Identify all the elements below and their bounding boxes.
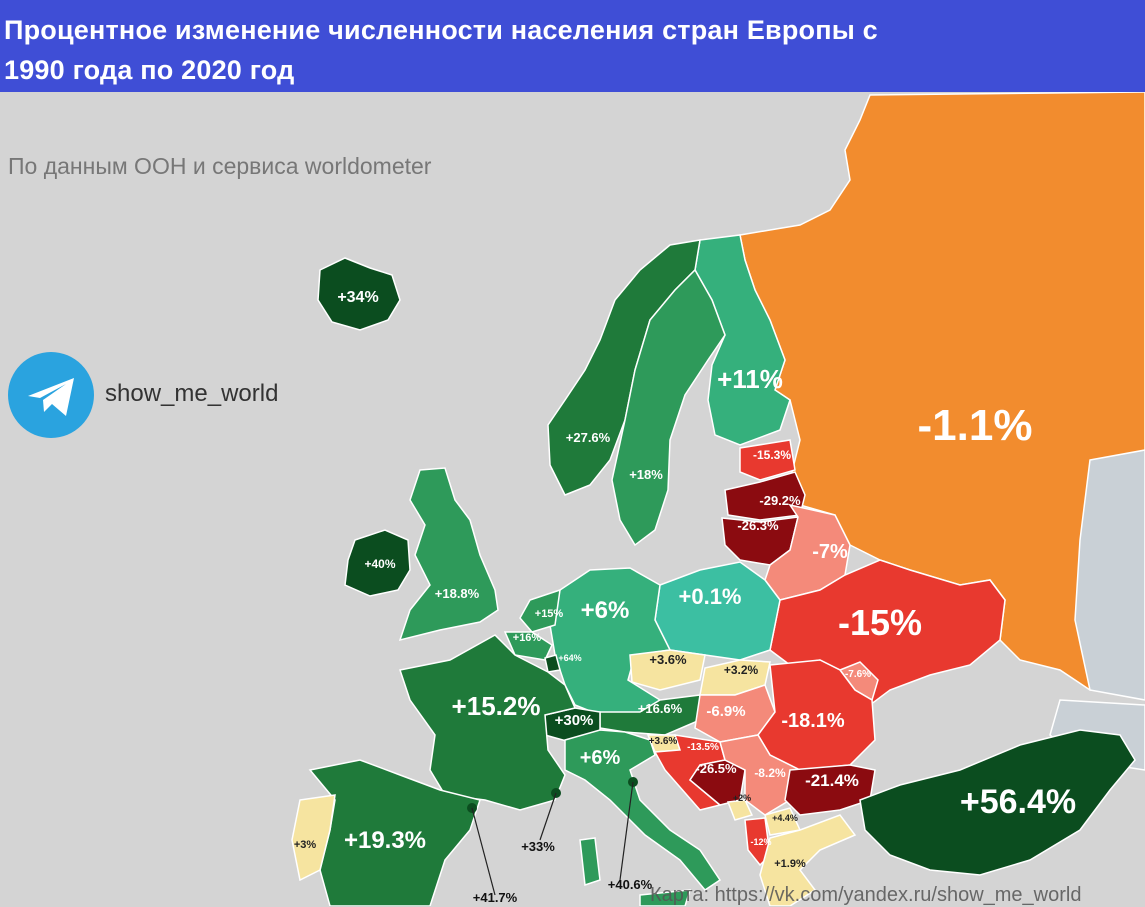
region-france: [399, 634, 577, 811]
region-sweden: [611, 268, 726, 547]
label-greece: +1.9%: [774, 858, 806, 870]
region-uk: [398, 467, 499, 642]
label-slovenia: +3.6%: [649, 736, 678, 747]
telegram-handle[interactable]: show_me_world: [105, 380, 279, 407]
region-bulgaria: [784, 764, 876, 816]
region-latvia: [724, 471, 806, 521]
label-bulgaria: -21.4%: [805, 771, 859, 790]
label-estonia: -15.3%: [753, 448, 791, 462]
label-monaco: +33%: [521, 839, 555, 854]
paper-plane-icon: [28, 378, 74, 416]
region-greece: [759, 814, 857, 906]
region-romania: [757, 659, 876, 771]
label-russia: -1.1%: [918, 401, 1033, 450]
label-ireland: +40%: [364, 557, 395, 571]
region-kazakhstan: [1074, 449, 1145, 701]
map-title: Процентное изменение численности населен…: [4, 15, 878, 85]
leader-andorra: [471, 807, 496, 896]
region-czechia: [629, 649, 706, 691]
label-luxembourg: +64%: [558, 653, 581, 663]
region-serbia: [719, 734, 801, 816]
label-switzerland: +30%: [555, 712, 594, 729]
region-montenegro: [726, 799, 754, 821]
label-romania: -18.1%: [781, 710, 845, 732]
label-czechia: +3.6%: [649, 652, 687, 667]
region-luxembourg: [544, 654, 561, 673]
label-uk: +18.8%: [435, 586, 480, 601]
label-bosnia: -26.5%: [695, 761, 737, 776]
leader-san-marino: [619, 781, 634, 881]
label-north-macedonia: +4.4%: [772, 813, 798, 823]
label-portugal: +3%: [294, 839, 317, 851]
label-san-marino: +40.6%: [608, 877, 653, 892]
label-austria: +16.6%: [638, 701, 683, 716]
label-finland: +11%: [717, 364, 783, 394]
region-italy: [564, 729, 722, 891]
label-iceland: +34%: [337, 289, 378, 306]
label-norway: +27.6%: [566, 430, 611, 445]
label-croatia: -13.5%: [687, 742, 719, 753]
label-andorra: +41.7%: [473, 890, 518, 905]
region-sicily: [639, 889, 692, 906]
region-portugal: [291, 794, 336, 882]
region-poland: [654, 561, 781, 661]
label-sweden: +18%: [629, 467, 663, 482]
label-poland: +0.1%: [679, 584, 742, 609]
telegram-icon[interactable]: [8, 352, 94, 438]
region-estonia: [739, 439, 796, 481]
region-sardinia: [579, 837, 601, 887]
label-ukraine: -15%: [838, 602, 922, 643]
map-credit: Карта: https://vk.com/yandex.ru/show_me_…: [650, 884, 1082, 906]
label-turkey: +56.4%: [960, 783, 1076, 821]
label-moldova: -7.6%: [845, 669, 871, 680]
europe-map: +34% +27.6% +18% +11% -1.1% -15.3% -29.2% -26.3…: [291, 92, 1145, 906]
label-france: +15.2%: [452, 691, 541, 721]
label-belgium: +16%: [513, 632, 542, 644]
label-lithuania: -26.3%: [737, 518, 779, 533]
label-slovakia: +3.2%: [724, 663, 759, 677]
label-albania: -12%: [750, 837, 771, 847]
label-hungary: -6.9%: [706, 703, 745, 720]
label-germany: +6%: [581, 597, 630, 624]
region-iceland: [317, 257, 401, 331]
label-serbia: -8.2%: [754, 766, 786, 780]
region-belgium: [503, 631, 553, 661]
region-ireland: [344, 529, 411, 597]
label-latvia: -29.2%: [759, 493, 801, 508]
leader-monaco: [539, 792, 557, 841]
label-belarus: -7%: [812, 541, 848, 563]
source-note: По данным ООН и сервиса worldometer: [8, 153, 432, 179]
label-italy: +6%: [580, 747, 621, 769]
value-labels: +34% +27.6% +18% +11% -1.1% -15.3% -29.2% -26.3…: [294, 289, 1076, 905]
label-netherlands: +15%: [535, 608, 564, 620]
label-montenegro: +2%: [733, 793, 751, 803]
label-spain: +19.3%: [344, 827, 426, 854]
region-turkey: [859, 729, 1136, 876]
title-bar: Процентное изменение численности населен…: [0, 0, 1145, 92]
region-netherlands: [519, 588, 561, 633]
